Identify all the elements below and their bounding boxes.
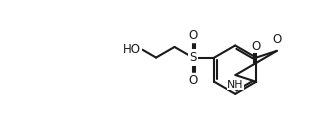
- Text: NH: NH: [227, 80, 243, 90]
- Text: HO: HO: [123, 43, 141, 56]
- Text: O: O: [252, 40, 261, 53]
- Text: O: O: [188, 29, 198, 41]
- Text: O: O: [188, 74, 198, 87]
- Text: O: O: [272, 33, 282, 46]
- Text: S: S: [189, 51, 197, 64]
